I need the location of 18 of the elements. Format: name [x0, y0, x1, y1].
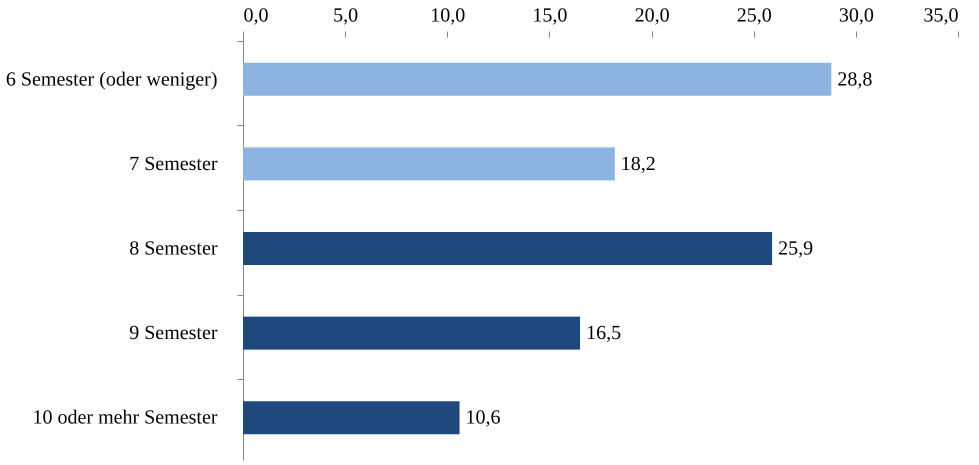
x-tick-label: 30,0	[838, 4, 874, 26]
x-tick-label: 10,0	[430, 4, 466, 26]
y-tick-label: 8 Semester	[129, 238, 218, 260]
x-tick-label: 5,0	[333, 4, 358, 26]
x-tick-label: 35,0	[924, 4, 958, 26]
y-tick-label: 9 Semester	[129, 322, 218, 344]
x-tick-label: 25,0	[736, 4, 772, 26]
x-tick-label: 15,0	[532, 4, 568, 26]
x-tick-label: 0,0	[244, 4, 268, 26]
data-label: 28,8	[837, 68, 872, 90]
data-label: 16,5	[586, 322, 622, 344]
data-label: 10,6	[466, 406, 501, 429]
data-label: 18,2	[620, 152, 656, 175]
data-label: 25,9	[778, 238, 814, 260]
x-tick-label: 20,0	[634, 4, 670, 26]
y-tick-label: 7 Semester	[129, 152, 218, 175]
y-tick-label: 10 oder mehr Semester	[32, 406, 218, 429]
y-tick-label: 6 Semester (oder weniger)	[6, 68, 218, 90]
